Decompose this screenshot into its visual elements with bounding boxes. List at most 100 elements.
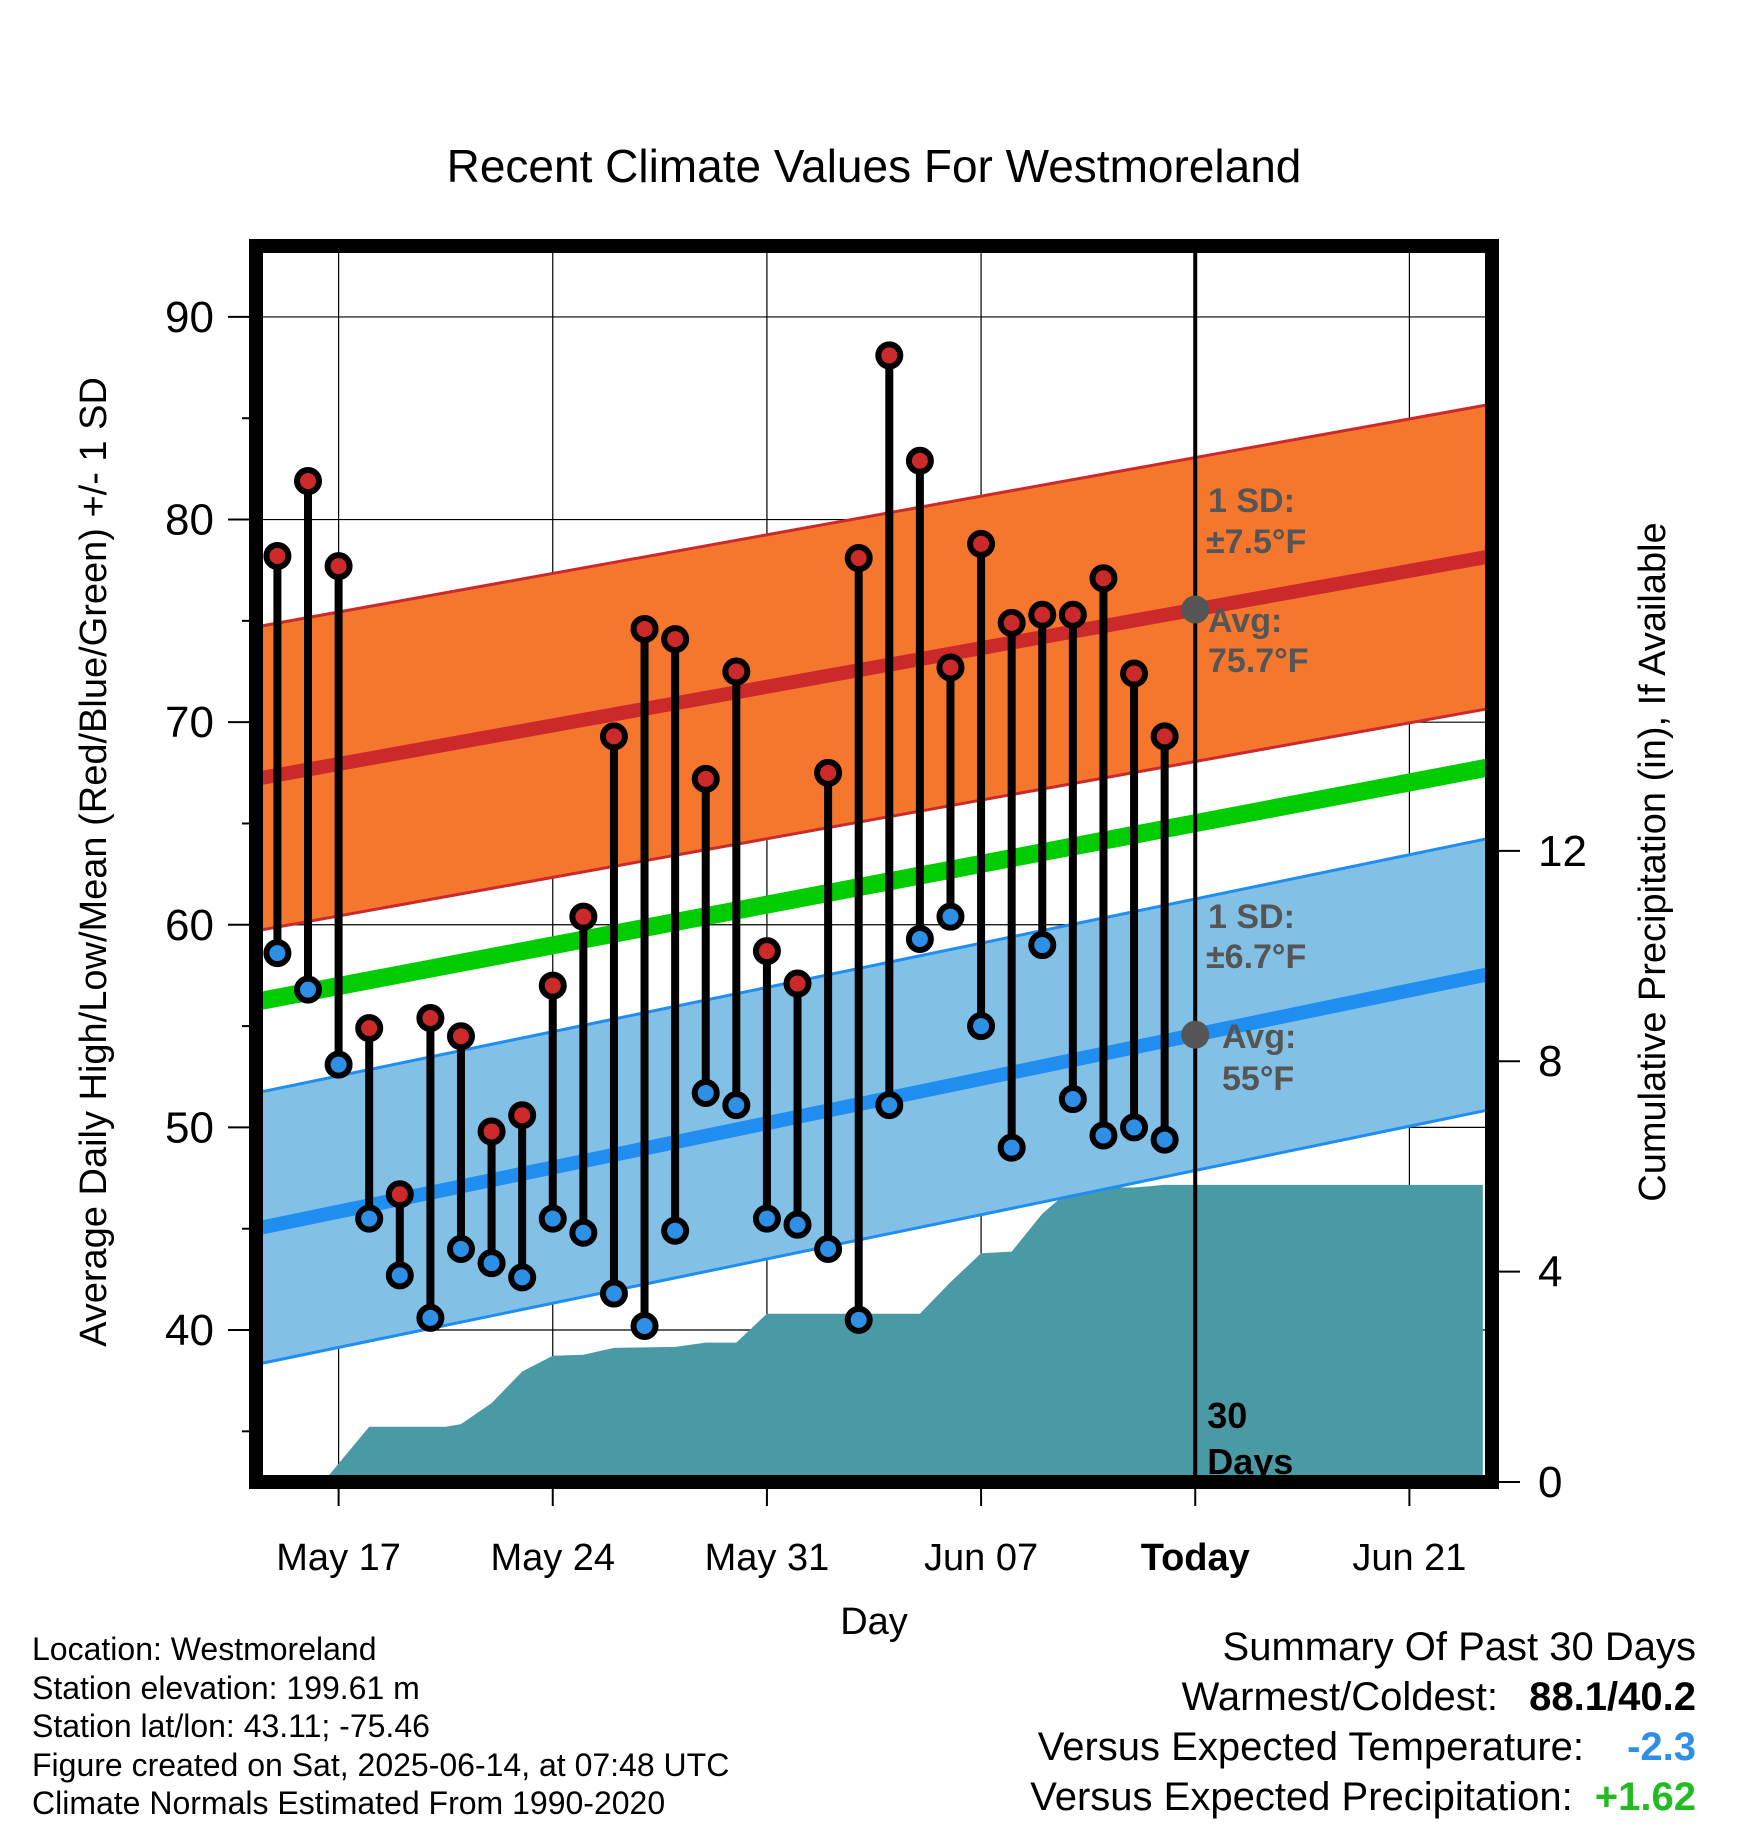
x-tick-label: May 24: [490, 1537, 615, 1579]
high-point: [446, 1022, 475, 1051]
daily-points: [263, 341, 1179, 1340]
low-point: [630, 1311, 659, 1340]
high-point: [1028, 600, 1057, 629]
high-point: [661, 625, 690, 654]
latlon-text: Station lat/lon: 43.11; -75.46: [32, 1708, 430, 1744]
low-point: [324, 1050, 353, 1079]
high-point: [1150, 722, 1179, 751]
y-tick-label: 60: [165, 901, 214, 950]
low-point: [385, 1261, 414, 1290]
x-tick-label: Today: [1141, 1537, 1250, 1579]
summary-precipitation: Versus Expected Precipitation: +1.62: [1030, 1772, 1696, 1822]
high-point: [477, 1117, 506, 1146]
low-point: [508, 1263, 537, 1292]
summary-heading: Summary Of Past 30 Days: [1222, 1625, 1696, 1669]
low-point: [355, 1204, 384, 1233]
y2-axis-label: Cumulative Precipitation (in), If Availa…: [1632, 522, 1674, 1201]
low-point: [1120, 1113, 1149, 1142]
high-point: [1120, 659, 1149, 688]
high-avg-label: Avg:: [1208, 602, 1282, 640]
low-point: [599, 1279, 628, 1308]
low-point: [905, 924, 934, 953]
x-tick-label: May 31: [705, 1537, 830, 1579]
high-sd-lower-edge: [263, 707, 1485, 932]
low-point: [661, 1216, 690, 1245]
low-point: [538, 1204, 567, 1233]
y2-tick-label: 0: [1538, 1458, 1562, 1507]
low-point: [783, 1210, 812, 1239]
summary-warmest-coldest: Warmest/Coldest: 88.1/40.2: [1030, 1672, 1696, 1722]
high-point: [385, 1180, 414, 1209]
temp-departure-value: -2.3: [1627, 1725, 1696, 1769]
low-point: [1089, 1121, 1118, 1150]
high-point: [294, 467, 323, 496]
high-average-line: [263, 550, 1485, 785]
high-sd-upper-edge: [263, 403, 1485, 628]
low-point: [263, 939, 292, 968]
y-tick-label: 40: [165, 1306, 214, 1355]
high-point: [569, 902, 598, 931]
low-point: [997, 1133, 1026, 1162]
warmest-coldest-value: 88.1/40.2: [1529, 1675, 1696, 1719]
high-point: [355, 1014, 384, 1043]
low-sd-label: 1 SD:: [1208, 898, 1295, 936]
precip-departure-value: +1.62: [1594, 1775, 1696, 1819]
low-point: [477, 1249, 506, 1278]
precip-area-path: [323, 1184, 1483, 1482]
low-point: [814, 1234, 843, 1263]
today-high-normal-dot: [1181, 595, 1210, 624]
low-point: [844, 1305, 873, 1334]
high-sd-label: 1 SD:: [1208, 482, 1295, 520]
summary-temperature: Versus Expected Temperature: -2.3: [1030, 1722, 1696, 1772]
elevation-text: Station elevation: 199.61 m: [32, 1669, 420, 1706]
normal-bands: [263, 403, 1485, 1365]
low-point: [569, 1218, 598, 1247]
y2-tick-label: 12: [1538, 827, 1587, 876]
high-point: [324, 552, 353, 581]
today-days-label: 30: [1207, 1395, 1247, 1436]
low-point: [1150, 1125, 1179, 1154]
low-avg-label: Avg:: [1222, 1018, 1296, 1056]
location-text: Location: Westmoreland: [32, 1631, 377, 1667]
low-point: [967, 1012, 996, 1041]
low-point: [446, 1234, 475, 1263]
high-point: [538, 971, 567, 1000]
low-point: [294, 975, 323, 1004]
precip-departure-label: Versus Expected Precipitation:: [1030, 1775, 1573, 1819]
today-low-normal-dot: [1181, 1020, 1210, 1049]
high-point: [1089, 564, 1118, 593]
low-point: [1028, 931, 1057, 960]
y-tick-label: 50: [165, 1103, 214, 1152]
high-point: [967, 529, 996, 558]
x-tick-label: Jun 07: [924, 1537, 1038, 1579]
high-point: [630, 614, 659, 643]
y-axis-label: Average Daily High/Low/Mean (Red/Blue/Gr…: [73, 377, 115, 1347]
temp-departure-label: Versus Expected Temperature:: [1037, 1725, 1584, 1769]
plot-frame: [249, 239, 1499, 1489]
high-point: [691, 764, 720, 793]
high-point: [1058, 600, 1087, 629]
low-avg-value: 55°F: [1222, 1060, 1294, 1098]
low-point: [416, 1303, 445, 1332]
x-tick-label: May 17: [276, 1537, 401, 1579]
y-tick-label: 70: [165, 698, 214, 747]
mean-average-line: [263, 758, 1485, 1010]
high-point: [263, 542, 292, 571]
warmest-coldest-label: Warmest/Coldest:: [1181, 1675, 1498, 1719]
summary-panel: Summary Of Past 30 Days Warmest/Coldest:…: [1030, 1622, 1696, 1822]
y-tick-label: 90: [165, 293, 214, 342]
high-point: [997, 608, 1026, 637]
normal-annotations: 1 SD: ±7.5°F Avg: 75.7°F 1 SD: ±6.7°F Av…: [1206, 482, 1309, 1098]
x-tick-label: Jun 21: [1352, 1537, 1466, 1579]
low-sd-lower-edge: [263, 1109, 1485, 1365]
low-point: [722, 1091, 751, 1120]
high-point: [814, 758, 843, 787]
high-point: [905, 446, 934, 475]
y2-tick-label: 8: [1538, 1037, 1562, 1086]
low-point: [752, 1204, 781, 1233]
y2-tick-label: 4: [1538, 1248, 1562, 1297]
high-point: [936, 653, 965, 682]
high-point: [722, 657, 751, 686]
high-point: [875, 341, 904, 370]
